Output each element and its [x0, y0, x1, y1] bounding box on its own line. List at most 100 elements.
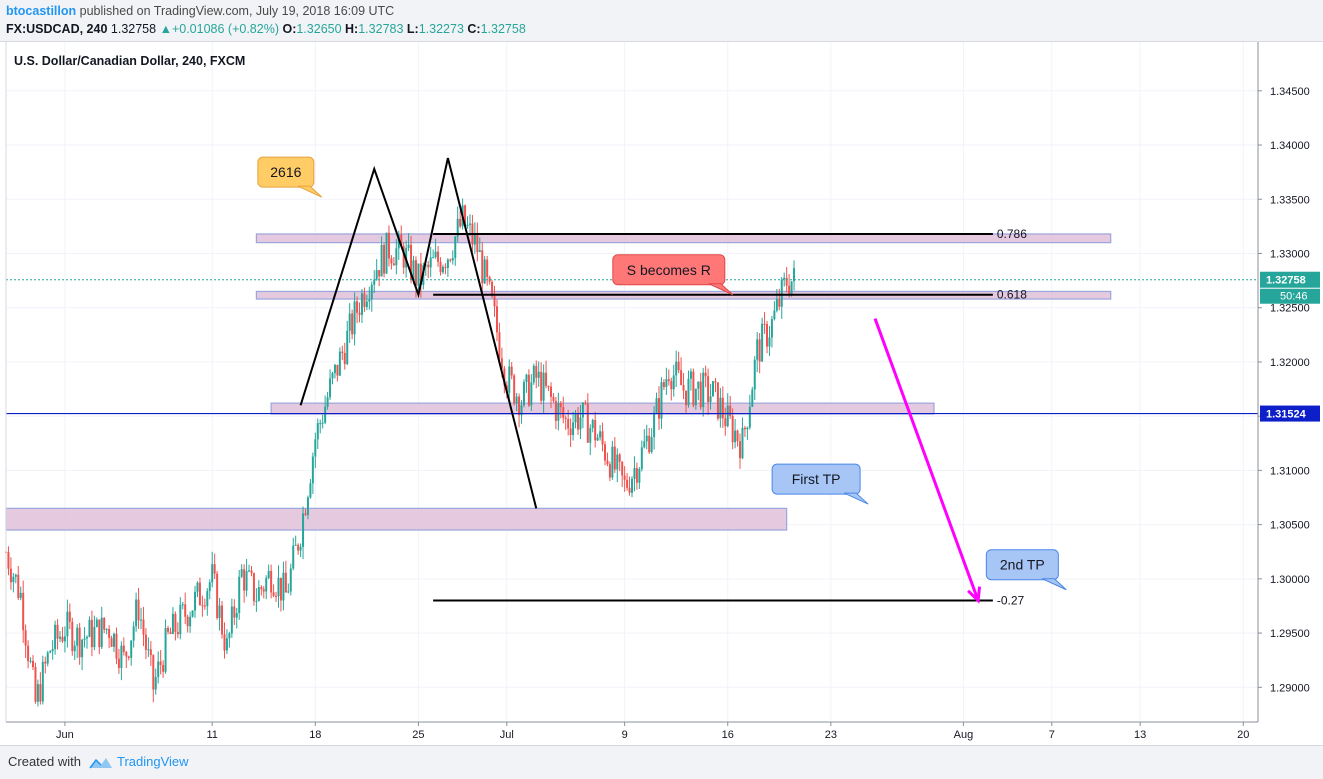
price-axis[interactable]: 1.29000 1.29500 1.30000 1.30500 1.31000 1.315…	[1258, 86, 1320, 694]
candle-body	[169, 631, 172, 634]
candle-body	[613, 446, 616, 470]
candle-body	[611, 446, 614, 478]
candle-body	[498, 332, 501, 359]
candle-body	[108, 628, 111, 638]
candle-body	[753, 359, 756, 390]
candle-body	[250, 570, 253, 574]
candle-body	[34, 667, 37, 702]
candle-body	[289, 568, 292, 592]
candle-body	[694, 388, 697, 406]
candle-body	[88, 619, 91, 637]
candle-body	[542, 372, 545, 401]
candle-body	[554, 400, 557, 421]
candle-body	[726, 405, 729, 427]
y-tick-label: 1.30500	[1270, 520, 1310, 532]
support-price-tag: 1.31524	[1260, 405, 1320, 422]
candle-body	[132, 626, 135, 641]
candle-body	[488, 276, 491, 282]
candle-body	[780, 279, 783, 307]
candle-body	[775, 299, 778, 311]
candle-body	[692, 371, 695, 406]
tradingview-cloud-icon[interactable]	[88, 755, 114, 771]
candle-body	[670, 381, 673, 390]
candle-body	[748, 406, 751, 428]
candle-body	[709, 396, 712, 403]
x-tick-label: 20	[1237, 729, 1249, 741]
candle-body	[736, 430, 739, 442]
sr-zone	[255, 233, 1112, 244]
candle-body	[248, 570, 251, 572]
candle-body	[348, 313, 351, 331]
candle-body	[400, 234, 403, 247]
candle-body	[368, 299, 371, 302]
candle-body	[648, 435, 651, 453]
candle-body	[591, 419, 594, 429]
candle-body	[665, 379, 668, 387]
candle-body	[743, 427, 746, 430]
candle-body	[758, 339, 761, 362]
candle-body	[122, 645, 125, 652]
callout-box	[771, 463, 861, 495]
pattern-line	[299, 157, 538, 509]
candle-body	[36, 684, 39, 702]
candle-body	[763, 323, 766, 325]
candle-body	[95, 619, 98, 627]
candle-body	[39, 684, 42, 702]
candle-body	[788, 285, 791, 295]
ohlc-line: FX:USDCAD, 240 1.32758 ▲+0.01086 (+0.82%…	[6, 22, 526, 36]
candle-body	[446, 259, 449, 268]
candle-body	[346, 330, 349, 365]
candle-body	[586, 403, 589, 443]
candle-body	[672, 375, 675, 390]
candle-body	[302, 513, 305, 547]
candle-body	[338, 351, 341, 376]
candle-body	[162, 665, 165, 672]
candle-body	[770, 319, 773, 338]
candle-body	[741, 427, 744, 459]
candle-body	[616, 454, 619, 470]
candle-body	[221, 605, 224, 635]
candle-body	[768, 337, 771, 347]
candle-body	[103, 617, 106, 630]
candle-body	[294, 544, 297, 546]
candle-body	[410, 244, 413, 280]
candle-body	[167, 628, 170, 632]
candle-body	[434, 251, 437, 258]
y-tick-label: 1.30000	[1270, 574, 1310, 586]
candle-body	[395, 248, 398, 266]
candle-body	[375, 270, 378, 280]
candle-body	[503, 368, 506, 386]
candle-body	[73, 645, 76, 652]
candle-body	[238, 576, 241, 614]
candle-body	[655, 398, 658, 413]
candle-body	[621, 461, 624, 476]
y-tick-label: 1.33000	[1270, 248, 1310, 260]
y-tick-label: 1.34000	[1270, 140, 1310, 152]
candle-body	[255, 600, 258, 602]
candle-body	[41, 661, 44, 702]
symbol-label[interactable]: FX:USDCAD, 240	[6, 22, 108, 36]
candle-body	[120, 645, 123, 668]
candle-body	[326, 397, 329, 407]
candle-body	[331, 373, 334, 379]
candle-body	[51, 649, 54, 652]
candle-body	[218, 605, 221, 619]
candle-body	[333, 364, 336, 374]
annotation-callout: S becomes R	[612, 254, 734, 296]
candle-body	[100, 617, 103, 648]
candle-body	[618, 454, 621, 462]
candle-body	[260, 587, 263, 590]
x-tick-label: 18	[309, 729, 321, 741]
x-tick-label: Jul	[500, 729, 514, 741]
tradingview-link[interactable]: TradingView	[117, 754, 189, 769]
author-link[interactable]: btocastillon	[6, 4, 77, 18]
chart-title: U.S. Dollar/Canadian Dollar, 240, FXCM	[14, 54, 245, 68]
last-value: 1.32758	[110, 22, 157, 36]
candle-body	[500, 358, 503, 369]
candle-body	[385, 232, 388, 274]
candle-body	[608, 464, 611, 478]
candle-body	[638, 469, 641, 483]
time-axis[interactable]: Jun 11 18 25 Jul 9 16 23 Aug 7 13 20	[56, 722, 1249, 741]
sr-zone	[270, 402, 935, 415]
